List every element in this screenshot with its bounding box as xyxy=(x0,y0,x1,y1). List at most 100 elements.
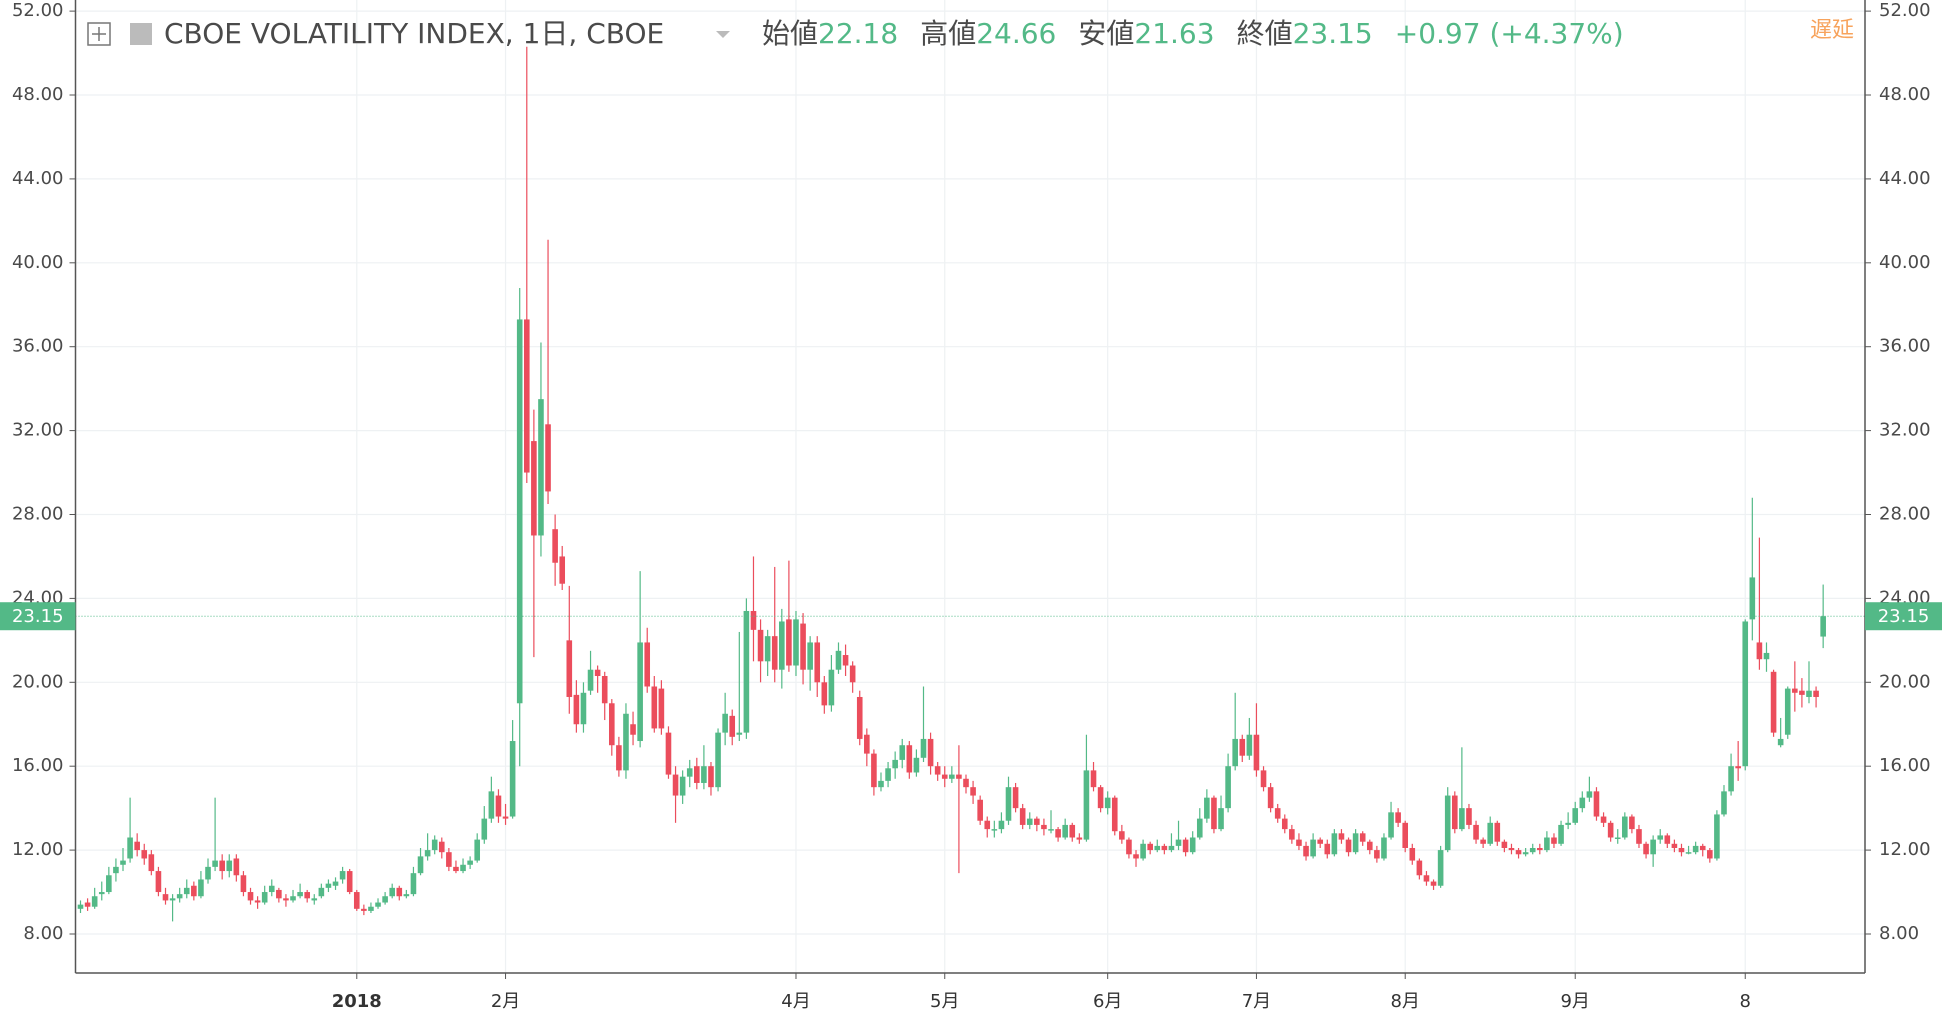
candle-body xyxy=(1522,852,1529,855)
candle-body xyxy=(361,908,367,911)
x-tick-label: 2018 xyxy=(332,991,382,1012)
candle-body xyxy=(934,766,941,775)
y-tick-label: 40.00 xyxy=(12,252,64,273)
candle-body xyxy=(1034,818,1040,825)
candle-body xyxy=(885,768,891,781)
candle-body xyxy=(1423,875,1430,882)
candle-body xyxy=(1395,812,1401,823)
candle-body xyxy=(276,889,282,899)
y-tick-label: 44.00 xyxy=(12,168,64,189)
candle-body xyxy=(998,820,1005,830)
candle-body xyxy=(382,896,388,903)
candle-body xyxy=(1459,808,1465,830)
candle-body xyxy=(1097,787,1104,809)
candle-body xyxy=(970,787,976,796)
candle-body xyxy=(1537,847,1543,851)
candle-body xyxy=(169,898,176,901)
candle-body xyxy=(842,655,849,666)
dropdown-arrow[interactable] xyxy=(716,31,730,38)
candle-body xyxy=(1714,814,1720,859)
candle-body xyxy=(183,887,190,895)
candle-body xyxy=(1607,822,1614,838)
candles xyxy=(75,46,1865,922)
candle-body xyxy=(77,904,84,909)
candle-body xyxy=(1076,837,1083,840)
candle-body xyxy=(1799,690,1805,695)
candle-body xyxy=(1189,837,1196,853)
candle-body xyxy=(1529,847,1536,853)
candle-body xyxy=(1409,847,1416,861)
candle-body xyxy=(120,860,126,865)
candle-body xyxy=(91,896,98,907)
candle-body xyxy=(1749,577,1756,620)
candle-body xyxy=(1416,860,1423,876)
y2-tick-label: 28.00 xyxy=(1879,504,1931,525)
candle-body xyxy=(1232,738,1238,767)
candle-body xyxy=(410,873,417,895)
candle-body xyxy=(297,892,303,897)
y2-tick-label: 12.00 xyxy=(1879,839,1931,860)
candle-body xyxy=(396,887,403,897)
candle-body xyxy=(580,692,587,725)
candle-body xyxy=(1104,797,1111,809)
candle-body xyxy=(977,799,983,821)
candle-body xyxy=(920,738,927,758)
candle-body xyxy=(1041,824,1047,830)
ohlc-label: 終値 xyxy=(1237,17,1293,50)
candle-body xyxy=(240,875,247,893)
candle-body xyxy=(736,732,743,735)
candle-body xyxy=(1600,816,1607,823)
candle-body xyxy=(672,774,679,796)
candle-body xyxy=(1111,797,1118,832)
candle-body xyxy=(1218,808,1224,830)
candle-body xyxy=(191,885,197,897)
y-tick-label: 8.00 xyxy=(23,923,63,944)
candle-body xyxy=(1586,791,1593,798)
candle-body xyxy=(446,852,452,867)
y2-tick-label: 32.00 xyxy=(1879,420,1931,441)
y2-tick-label: 52.00 xyxy=(1879,0,1931,21)
candle-body xyxy=(1728,766,1734,792)
candle-body xyxy=(113,866,119,874)
expand-icon[interactable] xyxy=(87,22,111,46)
candle-body xyxy=(1140,843,1146,859)
last-price-tag xyxy=(0,602,76,631)
candle-body xyxy=(708,766,714,788)
y2-tick-label: 20.00 xyxy=(1879,671,1931,692)
candle-body xyxy=(1055,829,1061,838)
candle-body xyxy=(814,642,821,683)
candle-body xyxy=(835,650,842,670)
candle-body xyxy=(1614,837,1621,840)
x-tick-label: 9月 xyxy=(1560,991,1589,1012)
candle-body xyxy=(623,713,629,771)
candle-body xyxy=(1707,850,1713,859)
candle-body xyxy=(325,883,332,888)
ohlc-value: 24.66 xyxy=(976,17,1056,50)
candle-body xyxy=(488,791,495,819)
candle-body xyxy=(502,816,509,819)
candle-body xyxy=(353,892,360,909)
y-tick-label: 32.00 xyxy=(12,420,64,441)
candle-body xyxy=(679,776,686,796)
candle-body xyxy=(1650,839,1656,855)
candle-body xyxy=(1451,795,1458,830)
candle-body xyxy=(573,694,580,725)
candle-body xyxy=(1657,835,1664,840)
candle-body xyxy=(141,850,148,859)
candle-body xyxy=(438,841,445,853)
candle-body xyxy=(609,703,615,746)
candle-body xyxy=(1430,881,1437,886)
candle-body xyxy=(155,871,162,893)
ohlc-label: 安値 xyxy=(1078,17,1134,50)
candle-body xyxy=(212,860,218,867)
change: +0.97 (+4.37%) xyxy=(1395,17,1624,50)
candle-body xyxy=(1310,839,1316,857)
candle-body xyxy=(261,892,268,903)
candle-body xyxy=(686,768,693,777)
candle-body xyxy=(984,820,991,830)
y-tick-label: 48.00 xyxy=(12,84,64,105)
candle-body xyxy=(552,529,558,563)
candle-body xyxy=(1260,770,1267,788)
candle-body xyxy=(864,734,870,754)
